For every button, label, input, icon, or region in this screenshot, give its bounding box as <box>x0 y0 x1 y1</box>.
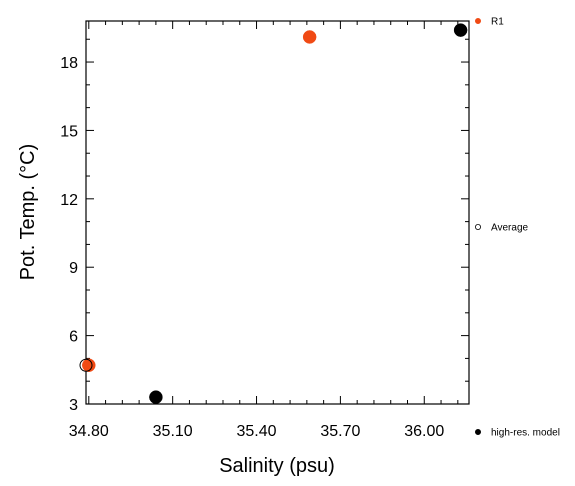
x-tick-label: 36.00 <box>404 423 444 440</box>
data-point-high-res-model <box>149 390 163 404</box>
y-tick-label: 3 <box>69 397 78 414</box>
y-tick-label: 15 <box>60 123 78 140</box>
x-tick-label: 35.40 <box>237 423 277 440</box>
x-axis-label: Salinity (psu) <box>219 455 335 477</box>
y-tick-label: 6 <box>69 329 78 346</box>
y-tick-label: 9 <box>69 260 78 277</box>
legend-label: high-res. model <box>491 428 560 439</box>
legend-label: Average <box>491 223 529 234</box>
data-point-r1 <box>302 30 317 44</box>
data-point-high-res-model <box>453 23 468 37</box>
y-axis-label: Pot. Temp. (°C) <box>17 144 39 281</box>
x-tick-label: 34.80 <box>69 423 109 440</box>
y-tick-label: 12 <box>60 192 78 209</box>
y-tick-label: 18 <box>60 55 78 72</box>
legend-label: R1 <box>491 17 504 28</box>
data-point-average <box>79 358 93 372</box>
legend-marker <box>474 17 481 24</box>
data-point-r1 <box>82 358 96 372</box>
x-tick-label: 35.70 <box>320 423 360 440</box>
legend-marker <box>474 428 481 435</box>
x-tick-label: 35.10 <box>153 423 193 440</box>
x-axis-ticks: 34.80 35.10 35.40 35.70 36.00 <box>69 21 459 440</box>
legend: R1 Average high-res. model <box>474 17 560 439</box>
y-axis-ticks: 3 6 9 12 15 18 <box>60 38 469 414</box>
data-points <box>79 23 468 404</box>
plot-frame <box>85 20 470 405</box>
legend-marker <box>474 223 481 230</box>
